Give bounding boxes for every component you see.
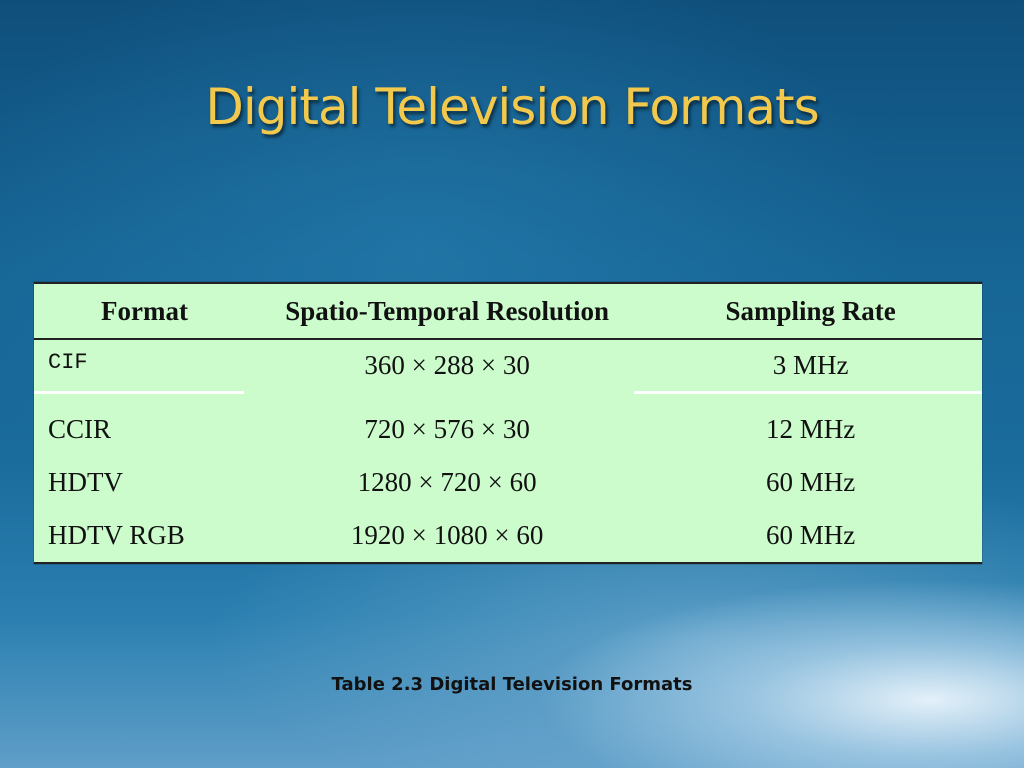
table-row: CIF 360 × 288 × 30 3 MHz (34, 339, 982, 403)
header-sampling-rate: Sampling Rate (639, 282, 982, 340)
cell-resolution: 1280 × 720 × 60 (357, 467, 537, 497)
table-caption: Table 2.3 Digital Television Formats (331, 674, 693, 695)
table-row: HDTV RGB 1920 × 1080 × 60 60 MHz (34, 509, 982, 564)
table-row: HDTV 1280 × 720 × 60 60 MHz (34, 456, 982, 509)
cell-resolution: 360 × 288 × 30 (364, 350, 530, 380)
cell-sampling-rate: 60 MHz (765, 467, 856, 497)
cell-format: CCIR (48, 414, 112, 444)
cell-resolution: 720 × 576 × 30 (364, 414, 530, 444)
cell-format: HDTV RGB (34, 509, 256, 564)
cell-format: HDTV (48, 467, 123, 497)
header-format: Format (34, 282, 256, 340)
row-divider (634, 391, 982, 394)
table-row: CCIR 720 × 576 × 30 12 MHz (34, 403, 982, 456)
slide-title: Digital Television Formats (205, 78, 819, 136)
header-resolution: Spatio-Temporal Resolution (255, 282, 640, 340)
row-divider (34, 391, 244, 394)
cell-resolution: 1920 × 1080 × 60 (255, 509, 640, 564)
cell-format: CIF (48, 350, 88, 375)
table-header-row: Format Spatio-Temporal Resolution Sampli… (34, 282, 982, 340)
cell-sampling-rate: 12 MHz (765, 414, 856, 444)
formats-table: Format Spatio-Temporal Resolution Sampli… (34, 282, 982, 564)
cell-sampling-rate: 60 MHz (639, 509, 982, 564)
cell-sampling-rate: 3 MHz (772, 350, 849, 380)
